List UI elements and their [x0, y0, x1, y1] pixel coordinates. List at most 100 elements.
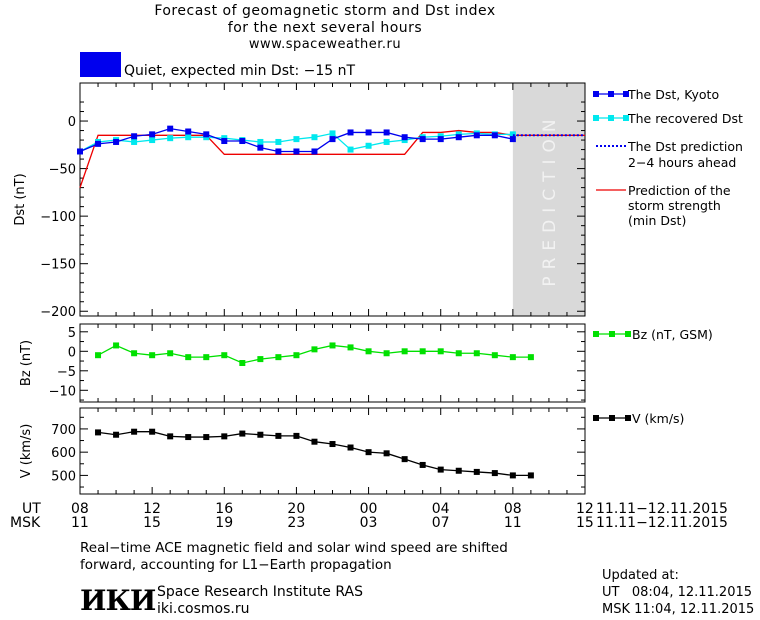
- dst-kyoto-point: [311, 148, 318, 155]
- legend-bz-marker: [609, 331, 615, 337]
- dst-kyoto-point: [329, 136, 336, 143]
- dst-kyoto-point: [239, 138, 246, 145]
- prediction-zone-label: PREDICTION: [540, 112, 560, 286]
- legend-storm-2: storm strength: [628, 198, 721, 213]
- dst-kyoto-point: [257, 144, 264, 151]
- bz-point: [275, 354, 282, 361]
- legend-v-marker: [625, 415, 631, 421]
- v-point: [239, 430, 246, 437]
- dst-kyoto-point: [419, 136, 426, 143]
- v-point: [167, 433, 174, 440]
- bz-point: [95, 352, 102, 359]
- v-point: [185, 434, 192, 441]
- website-link[interactable]: www.spaceweather.ru: [248, 37, 402, 52]
- bz-point: [473, 350, 480, 357]
- v-point: [437, 466, 444, 473]
- bz-point: [491, 352, 498, 359]
- ut-tick-label: 08: [503, 501, 522, 517]
- v-panel: 700 600 500 V (km/s): [19, 407, 631, 495]
- dst-kyoto-point: [185, 128, 192, 135]
- bz-point: [149, 352, 156, 359]
- msk-tick-label: 15: [143, 515, 161, 531]
- bz-point: [131, 350, 138, 357]
- bz-point: [293, 352, 300, 359]
- v-axis-label: V (km/s): [19, 424, 34, 479]
- legend-dst-prediction-1: The Dst prediction: [628, 139, 743, 154]
- bz-point: [329, 342, 336, 349]
- ut-tick-label: 20: [287, 501, 306, 517]
- v-point: [311, 438, 318, 445]
- v-point: [131, 428, 138, 435]
- legend-v: V (km/s): [632, 411, 685, 426]
- dst-kyoto-point: [365, 129, 372, 136]
- iki-logo[interactable]: ИКИ: [80, 584, 156, 617]
- legend-storm-1: Prediction of the: [628, 183, 731, 198]
- y-tick-label: −150: [40, 258, 76, 273]
- dst-kyoto-point: [131, 133, 138, 140]
- bz-point: [167, 350, 174, 357]
- updated-label: Updated at:: [602, 568, 679, 583]
- ut-tick-label: 00: [359, 501, 378, 517]
- legend-bz: Bz (nT, GSM): [632, 327, 713, 342]
- bz-axis-label: Bz (nT): [19, 340, 34, 386]
- updated-msk: MSK 11:04, 12.11.2015: [602, 602, 755, 617]
- v-point: [113, 431, 120, 438]
- v-point: [95, 429, 102, 436]
- v-point: [365, 449, 372, 456]
- v-point: [293, 432, 300, 439]
- dst-panel: PREDICTION 0 −50 −100 −150 −200 Dst (nT): [13, 82, 629, 320]
- dst-kyoto-point: [347, 129, 354, 136]
- dst-axis-label: Dst (nT): [13, 173, 28, 225]
- v-point: [275, 432, 282, 439]
- dst-recovered-point: [131, 138, 138, 145]
- legend-storm-3: (min Dst): [628, 213, 687, 228]
- bz-point: [437, 348, 444, 355]
- chart-title-line2: for the next several hours: [227, 20, 423, 36]
- msk-date-range: 11.11−12.11.2015: [596, 515, 728, 531]
- y-tick-label: 0: [68, 115, 76, 130]
- bz-frame: [79, 323, 586, 403]
- v-point: [149, 428, 156, 435]
- dst-kyoto-point: [401, 134, 408, 141]
- y-tick-label: −5: [57, 365, 76, 380]
- v-point: [257, 431, 264, 438]
- bz-point: [401, 348, 408, 355]
- institute-url[interactable]: iki.cosmos.ru: [157, 601, 250, 617]
- dst-kyoto-point: [437, 136, 444, 143]
- bz-point: [455, 350, 462, 357]
- bz-point: [419, 348, 426, 355]
- msk-tick-label: 19: [215, 515, 234, 531]
- footnote-line2: forward, accounting for L1−Earth propaga…: [80, 557, 392, 573]
- bz-point: [203, 354, 210, 361]
- ut-tick-label: 04: [431, 501, 450, 517]
- ut-tick-label: 08: [71, 501, 89, 517]
- dst-kyoto-point: [491, 132, 498, 139]
- v-point: [401, 456, 408, 463]
- v-line: [97, 431, 531, 477]
- bz-point: [257, 356, 264, 363]
- v-point: [455, 467, 462, 474]
- dst-frame: [79, 82, 586, 317]
- dst-recovered-point: [347, 146, 354, 153]
- bz-point: [383, 350, 390, 357]
- dst-recovered-point: [365, 142, 372, 149]
- y-tick-label: −50: [49, 163, 76, 178]
- dst-kyoto-point: [293, 148, 300, 155]
- legend-dst-recovered-marker: [593, 115, 599, 121]
- dst-kyoto-point: [455, 134, 462, 141]
- bz-point: [239, 360, 246, 366]
- msk-tick-label: 11: [71, 515, 89, 531]
- footnote-line1: Real−time ACE magnetic field and solar w…: [80, 540, 508, 556]
- legend-dst-kyoto-marker: [623, 91, 629, 97]
- y-tick-label: −200: [40, 305, 76, 320]
- ut-tick-label: 12: [576, 501, 594, 517]
- dst-recovered-point: [311, 134, 318, 141]
- status-color-box: [80, 52, 121, 77]
- v-point: [383, 450, 390, 457]
- legend-dst-prediction-2: 2−4 hours ahead: [628, 155, 737, 170]
- bz-panel: 5 0 −5 −10 Bz (nT): [19, 323, 631, 403]
- v-point: [473, 468, 480, 475]
- legend-dst-kyoto-marker: [608, 91, 614, 97]
- msk-tick-label: 03: [359, 515, 378, 531]
